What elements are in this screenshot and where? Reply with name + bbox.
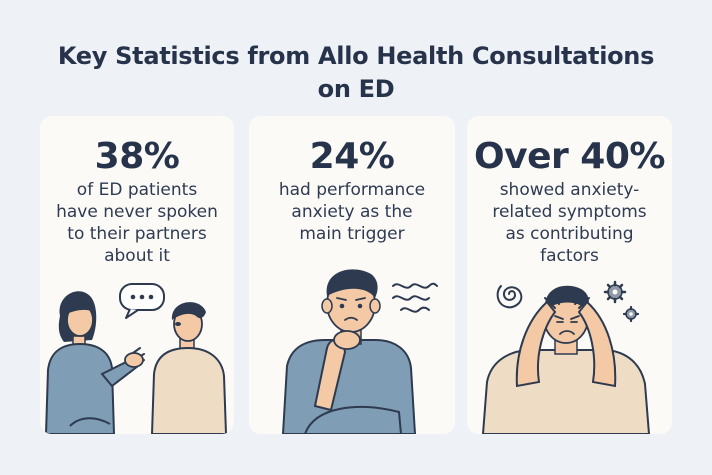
man-figure-icon: [150, 302, 228, 434]
stat-description: had performance anxiety as the main trig…: [249, 179, 455, 245]
description-line: factors: [540, 246, 599, 266]
gear-icon: [622, 305, 640, 323]
gear-icon: [603, 280, 627, 304]
stressed-man-illustration: [481, 280, 651, 434]
description-line: of ED patients: [76, 180, 198, 200]
page-title-line-1: Key Statistics from Allo Health Consulta…: [57, 42, 655, 70]
man-stressed-icon: [481, 285, 651, 434]
spiral-icon: [496, 285, 523, 309]
speech-bubble-icon: [119, 283, 165, 319]
stat-value: Over 40%: [474, 136, 665, 177]
woman-figure-icon: [44, 291, 145, 434]
description-line: to their partners: [67, 224, 207, 244]
description-line: main trigger: [299, 224, 405, 244]
description-line: had performance: [278, 180, 426, 200]
thinking-man-illustration: [281, 269, 438, 434]
stat-card-anxiety: Over 40% showed anxiety- related symptom…: [467, 116, 672, 434]
description-line: as contributing: [505, 224, 634, 244]
description-line: anxiety as the: [291, 202, 413, 222]
page-title: Key Statistics from Allo Health Consulta…: [0, 40, 712, 106]
stat-card-performance: 24% had performance anxiety as the main …: [249, 116, 455, 434]
description-line: about it: [104, 246, 170, 266]
worry-lines-icon: [392, 282, 438, 313]
stat-description: of ED patients have never spoken to thei…: [40, 179, 234, 267]
couple-talking-illustration: [44, 283, 228, 434]
stat-card-partners: 38% of ED patients have never spoken to …: [40, 116, 234, 434]
man-thinking-icon: [281, 269, 417, 434]
page-title-line-2: on ED: [317, 75, 395, 103]
description-line: have never spoken: [56, 202, 218, 222]
description-line: related symptoms: [492, 202, 647, 222]
stat-value: 24%: [309, 136, 395, 177]
stat-value: 38%: [94, 136, 180, 177]
stat-description: showed anxiety- related symptoms as cont…: [467, 179, 672, 267]
description-line: showed anxiety-: [499, 180, 640, 200]
